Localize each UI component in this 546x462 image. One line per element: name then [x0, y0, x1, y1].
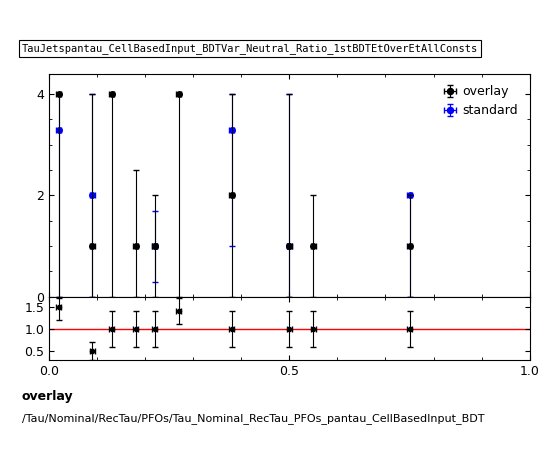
Text: overlay: overlay: [22, 390, 74, 403]
Legend: overlay, standard: overlay, standard: [438, 80, 524, 122]
Text: /Tau/Nominal/RecTau/PFOs/Tau_Nominal_RecTau_PFOs_pantau_CellBasedInput_BDT: /Tau/Nominal/RecTau/PFOs/Tau_Nominal_Rec…: [22, 413, 484, 425]
Text: TauJetspantau_CellBasedInput_BDTVar_Neutral_Ratio_1stBDTEtOverEtAllConsts: TauJetspantau_CellBasedInput_BDTVar_Neut…: [22, 43, 478, 54]
